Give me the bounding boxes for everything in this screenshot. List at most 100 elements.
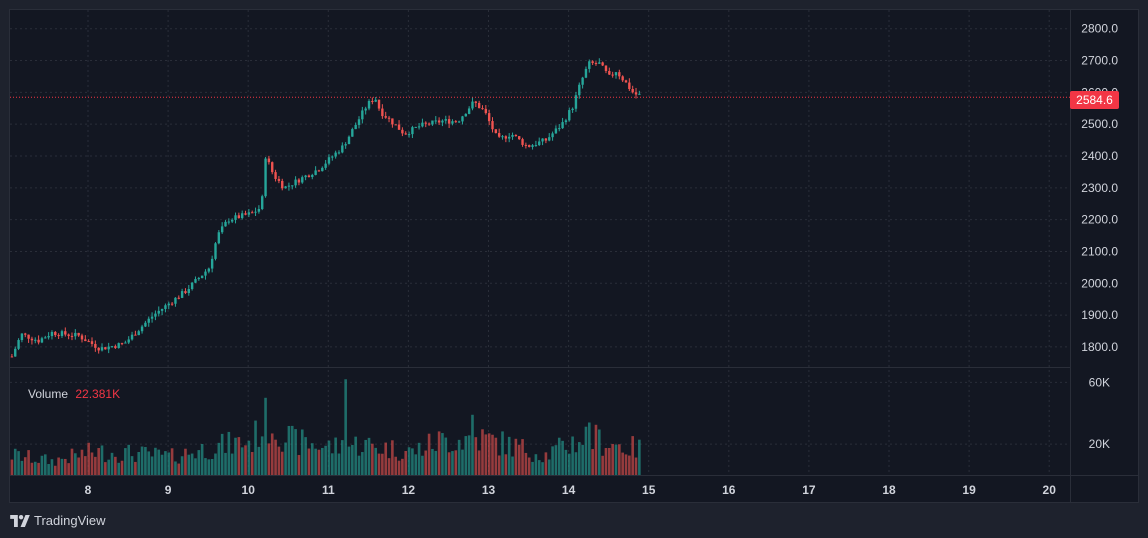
candle-body (391, 118, 394, 125)
volume-bar (190, 453, 194, 475)
volume-bar (327, 440, 331, 475)
candle-body (327, 157, 331, 164)
volume-bar (130, 456, 134, 475)
volume-bar (13, 448, 17, 475)
candle-body (591, 61, 594, 64)
last-price-badge: 2584.6 (1070, 91, 1119, 109)
volume-bar (381, 453, 384, 475)
volume-bar (357, 455, 361, 475)
volume-bar (20, 460, 24, 475)
volume-bar (234, 437, 237, 475)
chart-canvas[interactable]: 1800.0 1900.0 2000.0 2100.0 2200.0 2300.0 2400… (10, 10, 1138, 502)
candle-body (491, 121, 494, 130)
volume-bar (100, 445, 104, 475)
candle-body (261, 196, 264, 210)
volume-bar (207, 459, 211, 475)
candle-body (424, 122, 427, 124)
candle-body (97, 347, 100, 351)
candle-body (507, 136, 511, 139)
candle-body (434, 120, 437, 122)
volume-bar (527, 457, 531, 475)
volume-bar (457, 439, 461, 475)
candle-body (287, 185, 291, 187)
volume-bar (97, 448, 100, 475)
volume-bar (314, 448, 317, 475)
volume-bar (567, 453, 571, 475)
candle-body (531, 145, 534, 147)
volume-bar (324, 445, 327, 475)
volume-bar (444, 437, 448, 475)
volume-bar (164, 451, 167, 475)
candle-body (94, 343, 97, 348)
candle-body (227, 221, 231, 223)
volume-bar (618, 444, 621, 475)
candle-body (394, 124, 397, 126)
volume-bar (501, 431, 504, 475)
volume-bar (23, 457, 27, 475)
volume-bar (237, 437, 241, 475)
brand[interactable]: TradingView (10, 513, 106, 528)
volume-bar (134, 461, 137, 475)
volume-bar (307, 448, 311, 475)
candle-body (427, 123, 431, 125)
volume-bar (297, 455, 301, 475)
date-tick-label: 10 (242, 483, 256, 497)
candle-body (271, 162, 274, 173)
volume-bar (214, 453, 217, 475)
candle-body (554, 128, 558, 134)
price-tick-label: 2100.0 (1081, 244, 1118, 258)
volume-bar (60, 458, 64, 475)
candle-body (70, 335, 74, 337)
candle-body (127, 339, 130, 343)
candle-body (447, 119, 451, 124)
candle-body (301, 177, 304, 183)
candle-body (457, 121, 461, 123)
volume-bar (497, 455, 501, 475)
price-tick-label: 1800.0 (1081, 340, 1118, 354)
candle-body (331, 156, 334, 158)
volume-bar (451, 451, 454, 475)
date-tick-label: 17 (802, 483, 816, 497)
date-tick-label: 11 (322, 483, 335, 497)
candle-body (291, 185, 294, 187)
candle-body (240, 213, 244, 219)
volume-bar (554, 445, 558, 475)
candle-body (611, 74, 614, 76)
volume-bar (634, 457, 638, 475)
volume-bar (274, 439, 277, 475)
volume-bar (334, 437, 337, 475)
volume-bar (30, 462, 34, 475)
candle-body (314, 170, 317, 175)
volume-bar (477, 450, 481, 475)
volume-bar (77, 457, 80, 475)
candle-body (17, 340, 20, 349)
volume-bar (511, 456, 514, 475)
chart-pane[interactable]: 1800.0 1900.0 2000.0 2100.0 2200.0 2300.0 2400… (9, 9, 1139, 503)
volume-bar (447, 452, 451, 475)
candle-body (548, 137, 551, 141)
volume-bar (331, 453, 334, 475)
volume-bar (110, 452, 114, 475)
volume-bar (517, 444, 521, 475)
candle-body (304, 175, 307, 178)
volume-bar (127, 444, 131, 475)
volume-bar (638, 439, 641, 475)
candle-body (504, 136, 508, 139)
volume-bar (564, 449, 568, 475)
volume-legend-label: Volume (28, 387, 69, 401)
volume-bar (341, 440, 344, 475)
candle-body (67, 334, 70, 336)
volume-bar (140, 446, 144, 475)
candle-body (604, 65, 608, 72)
volume-bar (17, 451, 20, 475)
volume-bar (264, 397, 267, 475)
candle-body (638, 93, 641, 95)
candle-body (137, 331, 140, 336)
candle-body (618, 72, 621, 77)
volume-bar (70, 448, 74, 475)
candle-body (588, 61, 591, 69)
price-tick-label: 2200.0 (1081, 213, 1118, 227)
candle-body (374, 99, 377, 102)
volume-bar (544, 452, 548, 475)
candle-body (154, 313, 157, 317)
